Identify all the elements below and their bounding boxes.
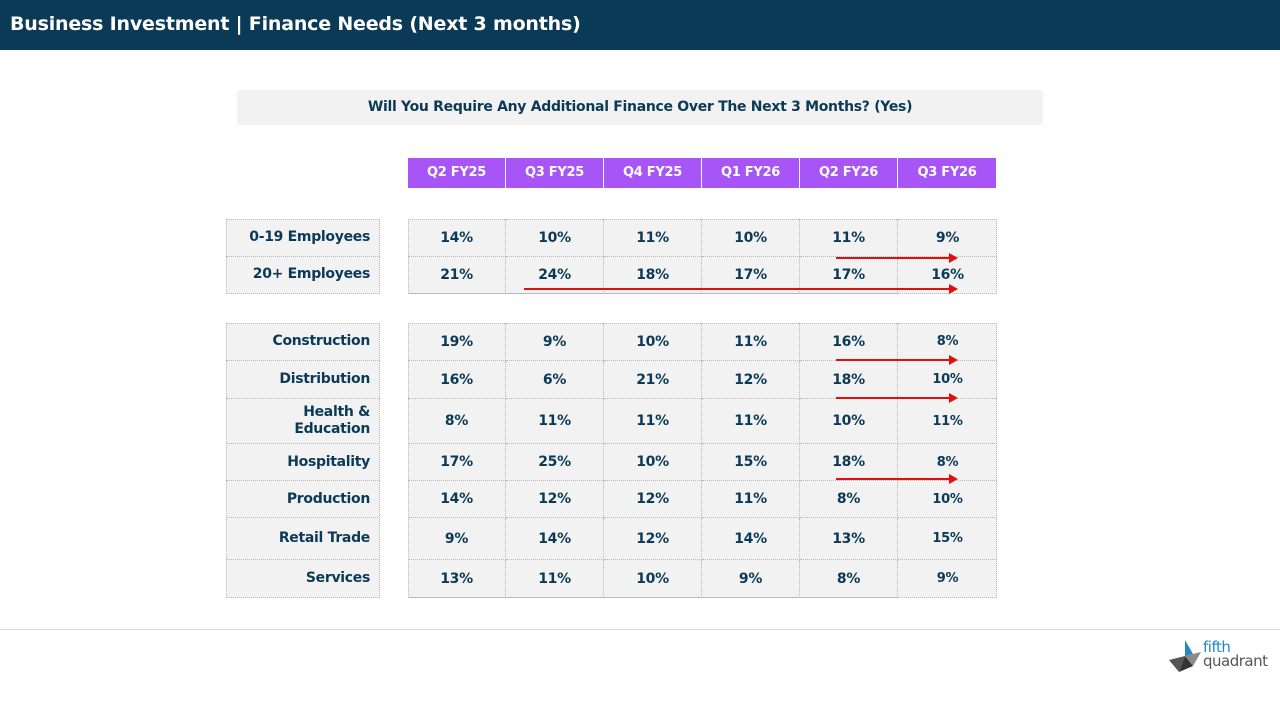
table-cell: 12% bbox=[604, 481, 702, 518]
table-cell: 12% bbox=[604, 518, 702, 560]
table-cell: 15% bbox=[702, 444, 800, 481]
table-cell: 8% bbox=[898, 323, 997, 361]
column-header: Q2 FY25 bbox=[408, 158, 506, 188]
header-bar: Business Investment | Finance Needs (Nex… bbox=[0, 0, 1280, 50]
row-label: Production bbox=[226, 481, 380, 518]
row-label: 20+ Employees bbox=[226, 256, 380, 294]
row-label: Health & Education bbox=[226, 399, 380, 444]
table-cell: 6% bbox=[506, 361, 604, 399]
table-cell: 18% bbox=[800, 444, 898, 481]
row-label: Services bbox=[226, 560, 380, 598]
row-label: Hospitality bbox=[226, 444, 380, 481]
table-cell: 10% bbox=[604, 323, 702, 361]
row-label: Distribution bbox=[226, 361, 380, 399]
table-cell: 14% bbox=[408, 219, 506, 257]
table-cell: 10% bbox=[604, 444, 702, 481]
table-cell: 16% bbox=[898, 256, 997, 294]
column-header: Q2 FY26 bbox=[800, 158, 898, 188]
table-cell: 11% bbox=[604, 399, 702, 444]
table-cell: 8% bbox=[800, 481, 898, 518]
footer-divider bbox=[0, 629, 1280, 630]
table-cell: 9% bbox=[506, 323, 604, 361]
table-cell: 12% bbox=[506, 481, 604, 518]
table-cell: 9% bbox=[702, 560, 800, 598]
table-cell: 11% bbox=[800, 219, 898, 257]
logo-text-bottom: quadrant bbox=[1203, 652, 1268, 670]
logo-icon bbox=[1169, 640, 1201, 672]
column-header: Q1 FY26 bbox=[702, 158, 800, 188]
table-cell: 11% bbox=[604, 219, 702, 257]
table-cell: 14% bbox=[408, 481, 506, 518]
trend-arrow bbox=[836, 393, 958, 403]
table-cell: 17% bbox=[702, 256, 800, 294]
table-cell: 18% bbox=[604, 256, 702, 294]
table-cell: 8% bbox=[898, 444, 997, 481]
row-label: Construction bbox=[226, 323, 380, 361]
table-cell: 16% bbox=[800, 323, 898, 361]
table-cell: 12% bbox=[702, 361, 800, 399]
row-label: 0-19 Employees bbox=[226, 219, 380, 257]
table-cell: 9% bbox=[408, 518, 506, 560]
column-header: Q3 FY26 bbox=[898, 158, 996, 188]
table-cell: 17% bbox=[800, 256, 898, 294]
table-cell: 11% bbox=[506, 399, 604, 444]
table-cell: 10% bbox=[898, 361, 997, 399]
table-cell: 15% bbox=[898, 518, 997, 560]
industry-value-block bbox=[408, 323, 997, 598]
page-title: Business Investment | Finance Needs (Nex… bbox=[10, 13, 581, 35]
table-cell: 10% bbox=[800, 399, 898, 444]
logo-text-top: fifth bbox=[1203, 638, 1231, 656]
table-cell: 17% bbox=[408, 444, 506, 481]
row-label: Retail Trade bbox=[226, 518, 380, 560]
table-cell: 11% bbox=[702, 481, 800, 518]
trend-arrow bbox=[524, 284, 958, 294]
table-cell: 10% bbox=[604, 560, 702, 598]
table-cell: 24% bbox=[506, 256, 604, 294]
question-text: Will You Require Any Additional Finance … bbox=[367, 99, 913, 115]
table-cell: 19% bbox=[408, 323, 506, 361]
table-cell: 25% bbox=[506, 444, 604, 481]
question-banner: Will You Require Any Additional Finance … bbox=[237, 90, 1043, 125]
table-cell: 10% bbox=[506, 219, 604, 257]
table-cell: 11% bbox=[898, 399, 997, 444]
table-cell: 9% bbox=[898, 219, 997, 257]
table-cell: 11% bbox=[506, 560, 604, 598]
table-cell: 13% bbox=[800, 518, 898, 560]
table-cell: 11% bbox=[702, 399, 800, 444]
trend-arrow bbox=[836, 355, 958, 365]
table-cell: 18% bbox=[800, 361, 898, 399]
table-cell: 14% bbox=[702, 518, 800, 560]
table-cell: 8% bbox=[408, 399, 506, 444]
trend-arrow bbox=[836, 474, 958, 484]
column-header: Q4 FY25 bbox=[604, 158, 702, 188]
table-cell: 14% bbox=[506, 518, 604, 560]
table-cell: 9% bbox=[898, 560, 997, 598]
table-cell: 21% bbox=[408, 256, 506, 294]
trend-arrow bbox=[836, 253, 958, 263]
table-cell: 8% bbox=[800, 560, 898, 598]
brand-logo: fifth quadrant bbox=[1167, 638, 1277, 674]
table-cell: 13% bbox=[408, 560, 506, 598]
table-cell: 10% bbox=[702, 219, 800, 257]
column-header: Q3 FY25 bbox=[506, 158, 604, 188]
table-cell: 21% bbox=[604, 361, 702, 399]
table-cell: 10% bbox=[898, 481, 997, 518]
table-cell: 11% bbox=[702, 323, 800, 361]
table-cell: 16% bbox=[408, 361, 506, 399]
